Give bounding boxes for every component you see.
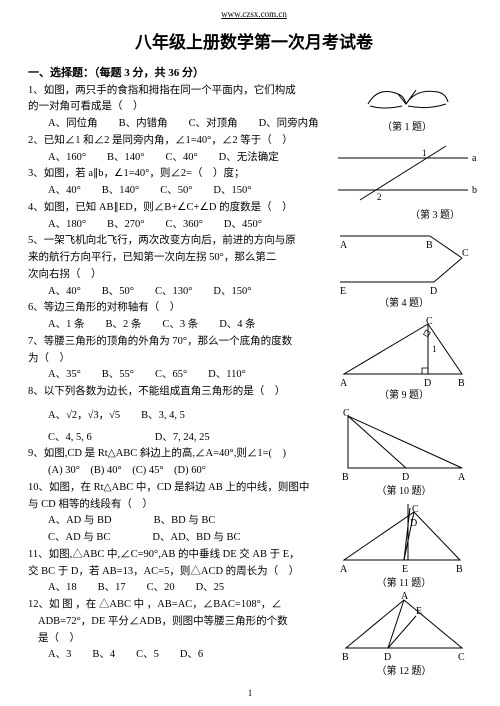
q10-options-2: C、AD 与 BC D、AD、BD 与 BC xyxy=(28,530,320,546)
figure-10-caption: （第 10 题） xyxy=(334,484,474,499)
q8-options-2: C、4, 5, 6 D、7, 24, 25 xyxy=(28,430,320,446)
f9-D: D xyxy=(424,378,431,388)
q2-options: A、160° B、140° C、40° D、无法确定 xyxy=(28,150,320,166)
figure-9: A B D C 1 （第 9 题） xyxy=(334,316,474,403)
q1-stem-2: 的一对角可看成是（ ） xyxy=(28,99,320,115)
figure-4: A B C E D （第 4 题） xyxy=(334,224,474,311)
f9-C: C xyxy=(426,316,433,327)
f11-C: C xyxy=(412,504,419,515)
figure-12-caption: （第 12 题） xyxy=(334,664,474,679)
q5-stem-3: 次向右拐（ ） xyxy=(28,267,320,283)
q12-stem-3: 是（ ） xyxy=(28,631,320,647)
q12-options: A、3 B、4 C、5 D、6 xyxy=(28,647,320,663)
f9-B: B xyxy=(458,378,465,388)
q6-options: A、1 条 B、2 条 C、3 条 D、4 条 xyxy=(28,317,320,333)
q7-stem-1: 7、等腰三角形的顶角的外角为 70°，那么一个底角的度数 xyxy=(28,334,320,350)
q9-stem: 9、如图,CD 是 Rt△ABC 斜边上的高,∠A=40°,则∠1=( ) xyxy=(28,446,320,462)
q9-options: (A) 30° (B) 40° (C) 45° (D) 60° xyxy=(28,463,320,479)
f9-A: A xyxy=(340,378,348,388)
f11-D: D xyxy=(410,518,417,529)
q3-stem: 3、如图，若 a∥b，∠1=40°，则∠2=（ ）度； xyxy=(28,166,320,182)
q8-options-1: A、√2，√3，√5 B、3, 4, 5 xyxy=(28,408,320,424)
f10-B: B xyxy=(342,472,349,483)
figure-4-caption: （第 4 题） xyxy=(334,296,474,311)
f12-D: D xyxy=(384,652,391,663)
f10-A: A xyxy=(458,472,466,483)
f12-B: B xyxy=(342,652,349,663)
q4-options: A、180° B、270° C、360° D、450° xyxy=(28,217,320,233)
f11-B: B xyxy=(456,564,463,575)
figure-12: A E B D C （第 12 题） xyxy=(334,590,474,679)
q11-stem-1: 11、如图,△ABC 中,∠C=90°,AB 的中垂线 DE 交 AB 于 E， xyxy=(28,547,320,563)
label-a: a xyxy=(472,153,477,164)
exam-title: 八年级上册数学第一次月考试卷 xyxy=(28,30,480,56)
q10-stem-2: 与 CD 相等的线段有（ ） xyxy=(28,497,320,513)
q8-stem: 8、以下列各数为边长，不能组成直角三角形的是（ ） xyxy=(28,384,320,400)
q5-stem-1: 5、一架飞机向北飞行，两次改变方向后，前进的方向与原 xyxy=(28,233,320,249)
page-number: 1 xyxy=(0,687,500,701)
label-1: 1 xyxy=(422,148,427,158)
f11-E: E xyxy=(402,564,408,575)
figure-1: （第 1 题） xyxy=(358,76,456,135)
f12-A: A xyxy=(401,591,409,602)
figures-column: （第 1 题） a b 1 2 （第 3 题） A xyxy=(320,82,480,665)
figure-3: a b 1 2 （第 3 题） xyxy=(330,138,480,223)
figure-9-caption: （第 9 题） xyxy=(334,388,474,403)
f9-1: 1 xyxy=(432,344,437,354)
label-b: b xyxy=(472,185,477,196)
f4-A: A xyxy=(340,240,348,251)
content-wrap: 1、如图，两只手的食指和拇指在同一个平面内，它们构成 的一对角可看成是（ ） A… xyxy=(28,82,480,665)
q11-stem-2: 交 BC 于 D，若 AB=13，AC=5，则△ACD 的周长为（ ） xyxy=(28,564,320,580)
f4-C: C xyxy=(462,248,469,259)
q9-body: 如图,CD 是 Rt△ABC 斜边上的高,∠A=40°,则∠1=( ) xyxy=(44,448,286,459)
q1-stem-1: 1、如图，两只手的食指和拇指在同一个平面内，它们构成 xyxy=(28,83,320,99)
page: www.czsx.com.cn 八年级上册数学第一次月考试卷 一、选择题：（每题… xyxy=(0,0,500,706)
q5-stem-2: 来的航行方向平行，已知第一次向左拐 50°，那么第二 xyxy=(28,250,320,266)
figure-10: C B D A （第 10 题） xyxy=(334,408,474,499)
q1-options: A、同位角 B、内错角 C、对顶角 D、同旁内角 xyxy=(28,116,320,132)
q11-options: A、18 B、17 C、20 D、25 xyxy=(28,580,320,596)
q7-options: A、35° B、55° C、65° D、110° xyxy=(28,367,320,383)
q9-prefix: 9、 xyxy=(28,448,44,459)
q10-options-1: A、AD 与 BD B、BD 与 BC xyxy=(28,513,320,529)
q4-stem: 4、如图，已知 AB∥ED，则∠B+∠C+∠D 的度数是（ ） xyxy=(28,200,320,216)
questions-column: 1、如图，两只手的食指和拇指在同一个平面内，它们构成 的一对角可看成是（ ） A… xyxy=(28,82,320,665)
f12-E: E xyxy=(416,606,422,617)
figure-3-caption: （第 3 题） xyxy=(330,208,480,223)
figure-11: A C B D E （第 11 题） xyxy=(334,504,474,591)
f12-C: C xyxy=(458,652,465,663)
header-url: www.czsx.com.cn xyxy=(28,8,480,22)
f4-B: B xyxy=(426,240,433,251)
f4-E: E xyxy=(340,286,346,296)
f10-D: D xyxy=(402,472,409,483)
q6-stem: 6、等边三角形的对称轴有（ ） xyxy=(28,300,320,316)
q2-stem: 2、已知∠1 和∠2 是同旁内角，∠1=40°，∠2 等于（ ） xyxy=(28,133,320,149)
q7-stem-2: 为（ ） xyxy=(28,351,320,367)
q12-stem-2: ADB=72°，DE 平分∠ADB，则图中等腰三角形的个数 xyxy=(28,614,320,630)
q12-stem-1: 12、如 图 ，在 △ABC 中 ，AB=AC，∠BAC=108°，∠ xyxy=(28,597,320,613)
q5-options: A、40° B、50° C、130° D、150° xyxy=(28,284,320,300)
f4-D: D xyxy=(430,286,437,296)
f11-A: A xyxy=(340,564,348,575)
q10-stem-1: 10、如图，在 Rt△ABC 中，CD 是斜边 AB 上的中线，则图中 xyxy=(28,480,320,496)
figure-1-caption: （第 1 题） xyxy=(358,120,456,135)
figure-11-caption: （第 11 题） xyxy=(334,576,474,591)
q3-options: A、40° B、140° C、50° D、150° xyxy=(28,183,320,199)
label-2: 2 xyxy=(377,192,382,202)
f10-C: C xyxy=(343,408,350,419)
